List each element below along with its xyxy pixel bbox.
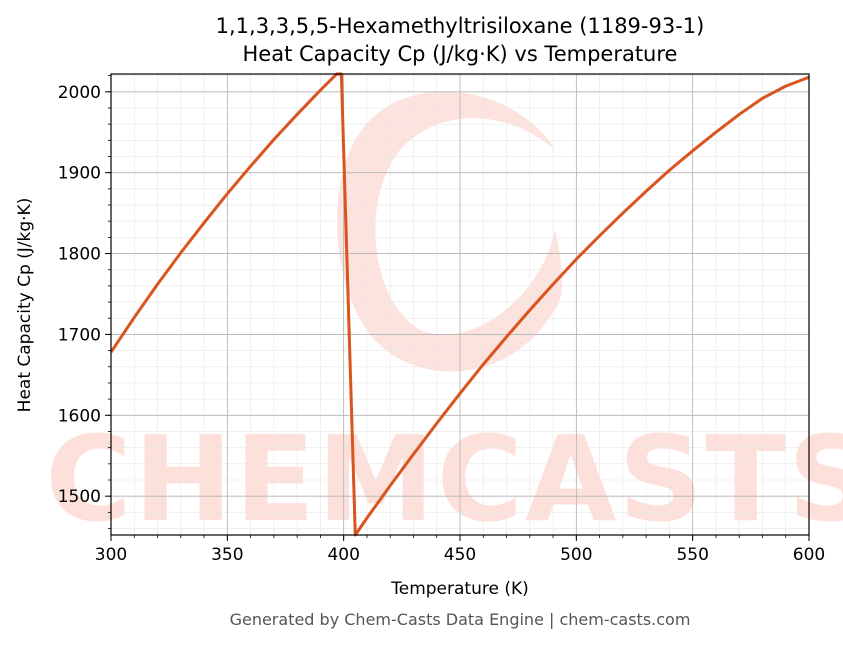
- x-tick-label: 600: [793, 545, 825, 565]
- y-axis: 1500 1600 1700 1800 1900 2000: [58, 75, 111, 529]
- x-tick-label: 450: [444, 545, 476, 565]
- x-tick-label: 350: [211, 545, 243, 565]
- series-line: [109, 72, 810, 537]
- y-tick-label: 1800: [58, 245, 101, 265]
- x-axis: 300 350 400 450 500 550 600: [95, 535, 825, 565]
- y-tick-label: 1500: [58, 487, 101, 507]
- watermark-text: CHEMCASTS: [45, 410, 843, 548]
- series-layer: [109, 72, 810, 537]
- x-tick-label: 300: [95, 545, 127, 565]
- x-tick-label: 550: [676, 545, 708, 565]
- footer-credit: Generated by Chem-Casts Data Engine | ch…: [230, 610, 691, 629]
- chart-title-line-2: Heat Capacity Cp (J/kg·K) vs Temperature: [243, 42, 678, 66]
- y-tick-label: 1700: [58, 325, 101, 345]
- y-tick-label: 1900: [58, 164, 101, 184]
- y-tick-label: 1600: [58, 406, 101, 426]
- x-tick-label: 500: [560, 545, 592, 565]
- x-axis-label: Temperature (K): [390, 579, 529, 599]
- y-tick-label: 2000: [58, 83, 101, 103]
- y-axis-label: Heat Capacity Cp (J/kg·K): [15, 198, 35, 413]
- x-tick-label: 400: [327, 545, 359, 565]
- chart-title-line-1: 1,1,3,3,5,5-Hexamethyltrisiloxane (1189-…: [216, 14, 705, 38]
- watermark-swirl: [337, 91, 563, 372]
- watermark-logo: CHEMCASTS: [45, 91, 843, 548]
